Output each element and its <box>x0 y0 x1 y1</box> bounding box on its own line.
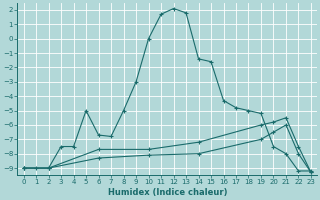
X-axis label: Humidex (Indice chaleur): Humidex (Indice chaleur) <box>108 188 227 197</box>
